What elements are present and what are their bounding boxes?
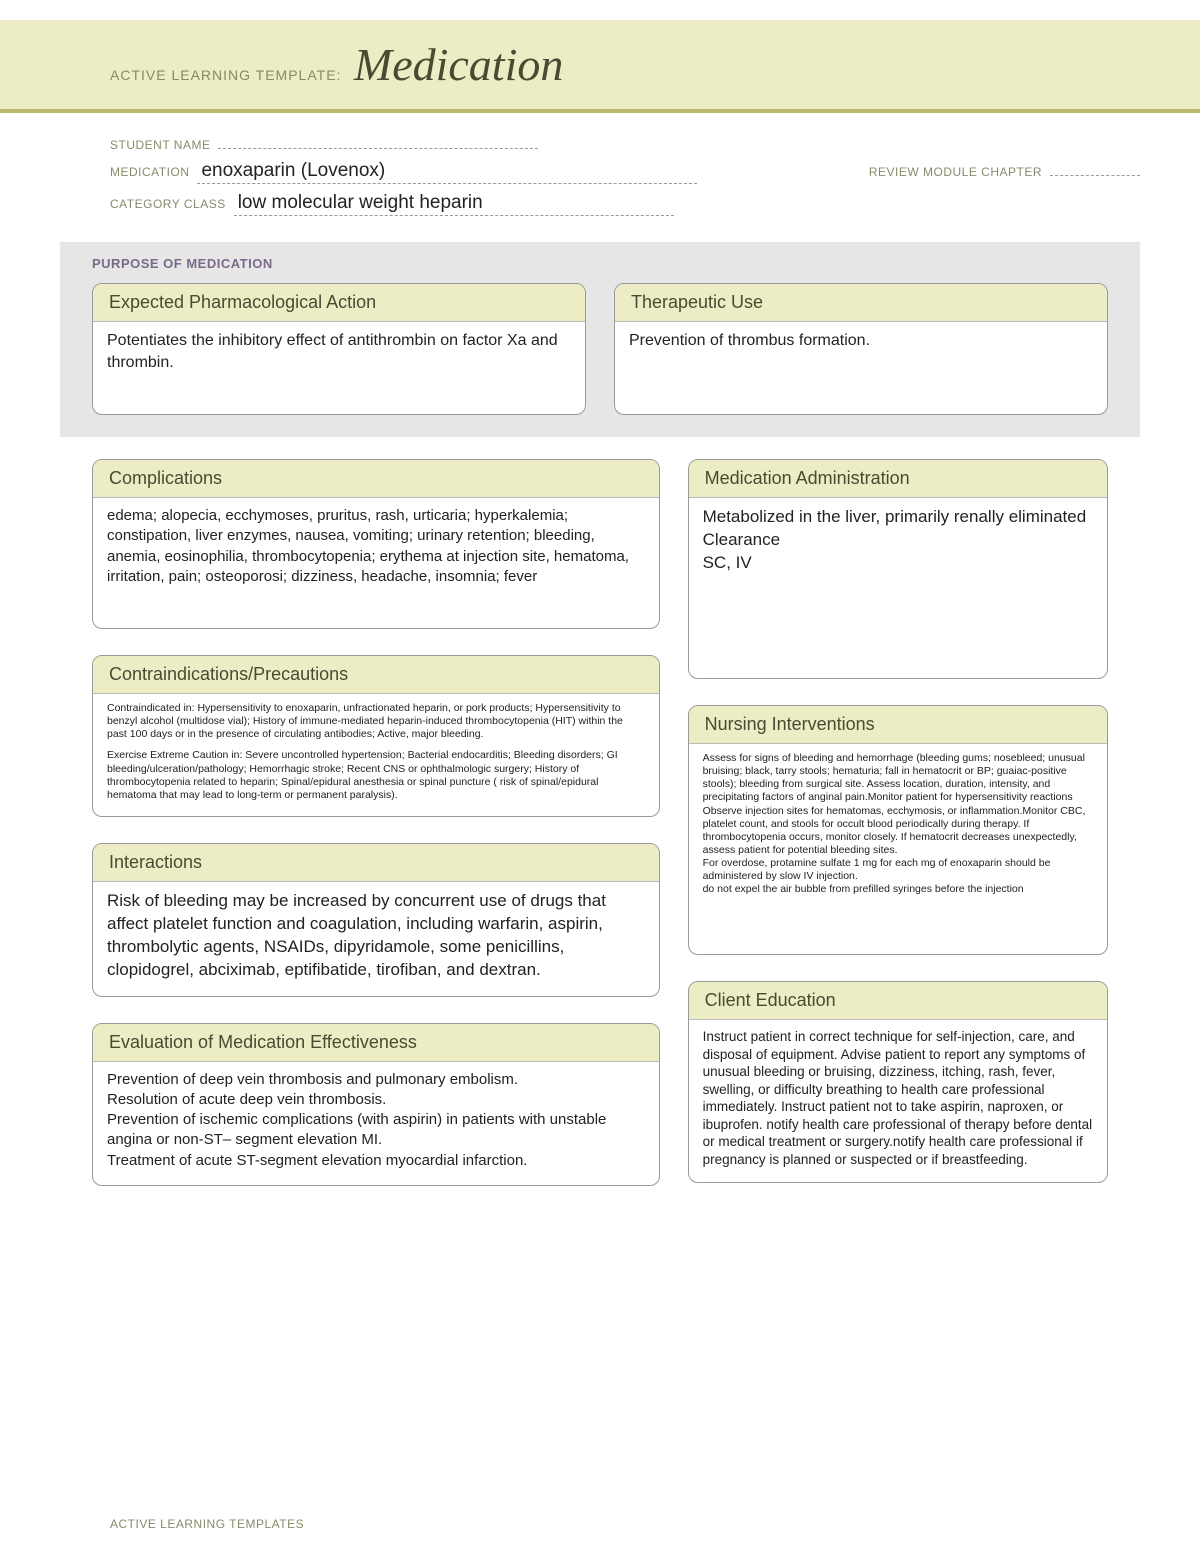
card-interactions-body: Risk of bleeding may be increased by con… [93, 882, 659, 996]
card-pharm-action-title: Expected Pharmacological Action [93, 284, 585, 322]
footer: ACTIVE LEARNING TEMPLATES [110, 1517, 304, 1531]
row-category: CATEGORY CLASS low molecular weight hepa… [110, 192, 1140, 216]
header-title: Medication [354, 38, 564, 91]
card-interactions-title: Interactions [93, 844, 659, 882]
label-review: REVIEW MODULE CHAPTER [869, 165, 1042, 179]
purpose-cards: Expected Pharmacological Action Potentia… [92, 283, 1108, 415]
card-evaluation: Evaluation of Medication Effectiveness P… [92, 1023, 660, 1186]
card-nursing: Nursing Interventions Assess for signs o… [688, 705, 1108, 955]
value-medication[interactable]: enoxaparin (Lovenox) [197, 160, 697, 184]
purpose-heading: PURPOSE OF MEDICATION [92, 256, 1108, 271]
card-pharm-action-body: Potentiates the inhibitory effect of ant… [93, 322, 585, 414]
row-student-name: STUDENT NAME [110, 135, 1140, 152]
card-complications: Complications edema; alopecia, ecchymose… [92, 459, 660, 629]
col-right: Medication Administration Metabolized in… [688, 459, 1108, 1186]
card-pharm-action: Expected Pharmacological Action Potentia… [92, 283, 586, 415]
columns: Complications edema; alopecia, ecchymose… [0, 459, 1200, 1186]
header-prefix: ACTIVE LEARNING TEMPLATE: [110, 67, 341, 83]
card-complications-title: Complications [93, 460, 659, 498]
card-client-ed-title: Client Education [689, 982, 1107, 1020]
header-top-gap [0, 0, 1200, 20]
card-interactions: Interactions Risk of bleeding may be inc… [92, 843, 660, 997]
label-category: CATEGORY CLASS [110, 197, 226, 211]
card-contra: Contraindications/Precautions Contraindi… [92, 655, 660, 817]
value-category[interactable]: low molecular weight heparin [234, 192, 674, 216]
blank-review[interactable] [1050, 162, 1140, 176]
contra-p2: Exercise Extreme Caution in: Severe unco… [107, 749, 645, 802]
header-band: ACTIVE LEARNING TEMPLATE: Medication [0, 20, 1200, 113]
card-evaluation-body: Prevention of deep vein thrombosis and p… [93, 1062, 659, 1185]
card-contra-title: Contraindications/Precautions [93, 656, 659, 694]
page: ACTIVE LEARNING TEMPLATE: Medication STU… [0, 0, 1200, 1553]
card-contra-body: Contraindicated in: Hypersensitivity to … [93, 694, 659, 816]
card-client-ed: Client Education Instruct patient in cor… [688, 981, 1108, 1183]
card-client-ed-body: Instruct patient in correct technique fo… [689, 1020, 1107, 1182]
card-med-admin-title: Medication Administration [689, 460, 1107, 498]
label-medication: MEDICATION [110, 165, 189, 179]
card-therapeutic-title: Therapeutic Use [615, 284, 1107, 322]
label-student-name: STUDENT NAME [110, 138, 210, 152]
card-nursing-title: Nursing Interventions [689, 706, 1107, 744]
card-therapeutic: Therapeutic Use Prevention of thrombus f… [614, 283, 1108, 415]
card-med-admin: Medication Administration Metabolized in… [688, 459, 1108, 679]
col-left: Complications edema; alopecia, ecchymose… [92, 459, 660, 1186]
info-block: STUDENT NAME MEDICATION enoxaparin (Love… [0, 113, 1200, 242]
card-therapeutic-body: Prevention of thrombus formation. [615, 322, 1107, 414]
purpose-band: PURPOSE OF MEDICATION Expected Pharmacol… [60, 242, 1140, 437]
card-complications-body: edema; alopecia, ecchymoses, pruritus, r… [93, 498, 659, 628]
blank-student-name[interactable] [218, 135, 538, 149]
card-evaluation-title: Evaluation of Medication Effectiveness [93, 1024, 659, 1062]
contra-p1: Contraindicated in: Hypersensitivity to … [107, 702, 645, 741]
row-medication: MEDICATION enoxaparin (Lovenox) REVIEW M… [110, 160, 1140, 184]
card-med-admin-body: Metabolized in the liver, primarily rena… [689, 498, 1107, 678]
card-nursing-body: Assess for signs of bleeding and hemorrh… [689, 744, 1107, 954]
